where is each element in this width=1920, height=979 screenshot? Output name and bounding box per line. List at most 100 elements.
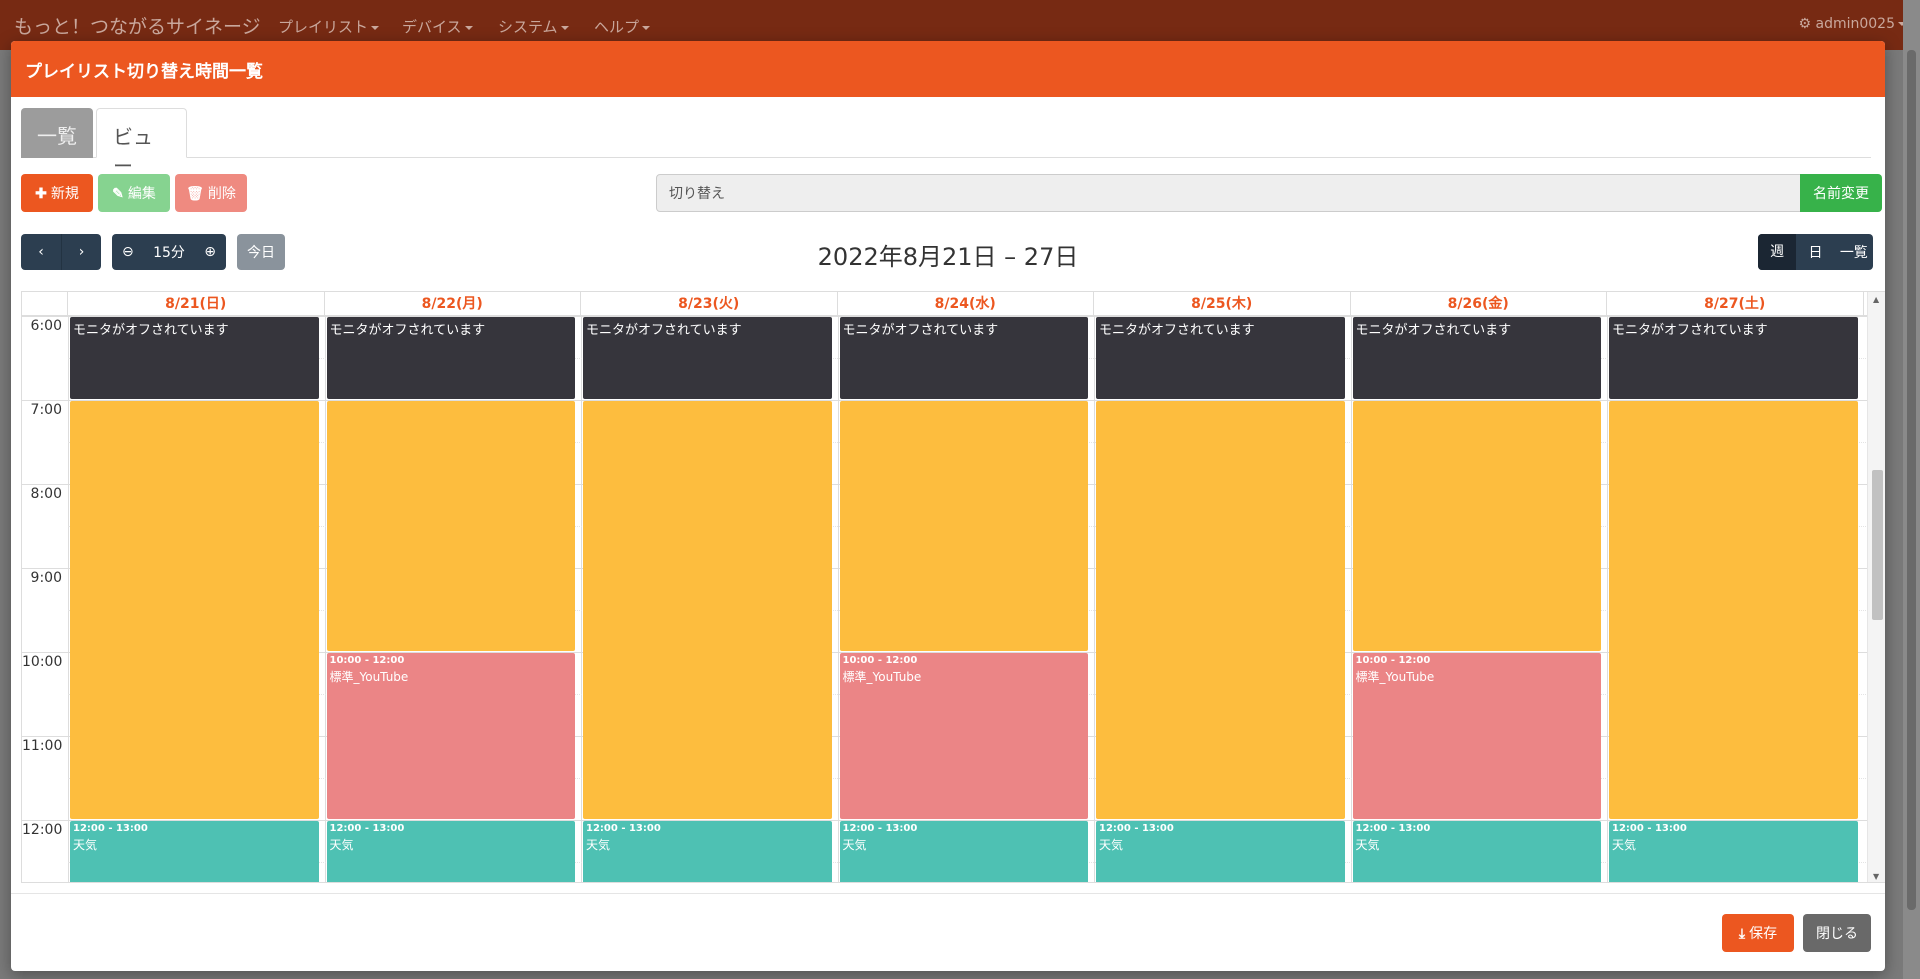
view-switcher: 週 日 一覧	[1758, 234, 1873, 270]
default-slot-event[interactable]	[583, 401, 832, 819]
tab-view[interactable]: ビュー	[96, 108, 187, 178]
day-column-line	[837, 316, 839, 882]
modal-footer-divider	[11, 893, 1885, 894]
menu-system[interactable]: システム	[498, 16, 569, 37]
event-name: 標準_YouTube	[329, 670, 409, 684]
event-time: 10:00 - 12:00	[842, 655, 918, 666]
hour-label: 12:00	[22, 822, 63, 838]
scroll-up-icon[interactable]: ▲	[1873, 295, 1880, 304]
new-button[interactable]: ✚ 新規	[21, 174, 93, 212]
event-label: モニタがオフされています	[586, 323, 742, 338]
weather-event[interactable]: 12:00 - 13:00 天気	[1352, 821, 1601, 882]
event-time: 12:00 - 13:00	[1612, 823, 1687, 834]
monitor-off-event[interactable]: モニタがオフされています	[70, 317, 319, 399]
week-calendar: 8/21(日) 8/22(月) 8/23(火) 8/24(水) 8/25(木) 8/26(…	[21, 291, 1885, 883]
chevron-left-icon: ‹	[38, 244, 44, 260]
next-week-button[interactable]: ›	[61, 234, 101, 270]
default-slot-event[interactable]	[839, 401, 1088, 651]
event-label: モニタがオフされています	[329, 323, 486, 338]
event-name: 標準_YouTube	[842, 670, 922, 684]
youtube-event[interactable]: 10:00 - 12:00 標準_YouTube	[326, 653, 575, 819]
day-header: 8/25(木)	[1094, 292, 1351, 316]
weather-event[interactable]: 12:00 - 13:00 天気	[1096, 821, 1345, 882]
day-column-line	[1350, 316, 1352, 882]
prev-week-button[interactable]: ‹	[21, 234, 61, 270]
hour-row	[22, 316, 1868, 317]
weather-event[interactable]: 12:00 - 13:00 天気	[583, 821, 832, 882]
delete-button-label: 削除	[207, 185, 236, 201]
youtube-event[interactable]: 10:00 - 12:00 標準_YouTube	[839, 653, 1088, 819]
event-name: 天気	[73, 838, 98, 852]
modal-title: プレイリスト切り替え時間一覧	[11, 41, 1885, 97]
close-button[interactable]: 閉じる	[1803, 914, 1871, 952]
calendar-scrollbar-thumb[interactable]	[1872, 470, 1883, 620]
event-time: 12:00 - 13:00	[329, 823, 405, 834]
default-slot-event[interactable]	[1352, 401, 1601, 651]
save-button-label: 保存	[1749, 925, 1778, 941]
weather-event[interactable]: 12:00 - 13:00 天気	[839, 821, 1088, 882]
rename-button[interactable]: 名前変更	[1800, 174, 1882, 212]
event-name: 天気	[842, 838, 867, 852]
calendar-corner	[22, 292, 68, 316]
weather-event[interactable]: 12:00 - 13:00 天気	[70, 821, 319, 882]
gear-icon: ⚙	[1798, 16, 1812, 32]
download-icon: ⤓	[1738, 924, 1746, 941]
calendar-title: 2022年8月21日 – 27日	[817, 243, 1079, 271]
today-button[interactable]: 今日	[237, 234, 285, 270]
event-name: 標準_YouTube	[1355, 670, 1435, 684]
default-slot-event[interactable]	[1096, 401, 1345, 819]
zoom-group: ⊖ 15分 ⊕	[112, 234, 226, 270]
view-list[interactable]: 一覧	[1839, 245, 1868, 261]
delete-button[interactable]: 🗑 削除	[175, 174, 247, 212]
calendar-scrollbar[interactable]: ▲ ▼	[1867, 292, 1885, 882]
page-scrollbar-thumb[interactable]	[1907, 50, 1916, 910]
page-scrollbar[interactable]	[1903, 0, 1920, 979]
youtube-event[interactable]: 10:00 - 12:00 標準_YouTube	[1352, 653, 1601, 819]
day-header: 8/23(火)	[581, 292, 838, 316]
tab-list[interactable]: 一覧	[21, 108, 93, 158]
menu-playlist[interactable]: プレイリスト	[278, 16, 379, 37]
hour-row	[22, 652, 1868, 653]
event-time: 10:00 - 12:00	[329, 655, 405, 666]
event-label: モニタがオフされています	[842, 323, 999, 338]
calendar-header: 8/21(日) 8/22(月) 8/23(火) 8/24(水) 8/25(木) 8/26(…	[22, 292, 1868, 316]
menu-device[interactable]: デバイス	[402, 16, 473, 37]
monitor-off-event[interactable]: モニタがオフされています	[839, 317, 1088, 399]
app-brand[interactable]: もっと！つながるサイネージ	[14, 16, 261, 38]
modal-tabs: 一覧 ビュー	[21, 108, 1871, 178]
name-input[interactable]: 切り替え	[656, 174, 1802, 212]
edit-button[interactable]: ✎ 編集	[98, 174, 170, 212]
default-slot-event[interactable]	[326, 401, 575, 651]
weather-event[interactable]: 12:00 - 13:00 天気	[1609, 821, 1858, 882]
monitor-off-event[interactable]: モニタがオフされています	[1352, 317, 1601, 399]
edit-button-label: 編集	[127, 185, 156, 201]
event-label: モニタがオフされています	[1612, 323, 1768, 338]
save-button[interactable]: ⤓ 保存	[1722, 914, 1794, 952]
default-slot-event[interactable]	[1609, 401, 1858, 819]
default-slot-event[interactable]	[70, 401, 319, 819]
day-header: 8/26(金)	[1351, 292, 1607, 316]
menu-help[interactable]: ヘルプ	[594, 16, 650, 37]
event-name: 天気	[1355, 838, 1380, 852]
hour-row	[22, 820, 1868, 821]
view-day[interactable]: 日	[1808, 245, 1823, 261]
monitor-off-event[interactable]: モニタがオフされています	[583, 317, 832, 399]
monitor-off-event[interactable]: モニタがオフされています	[1096, 317, 1345, 399]
user-menu[interactable]: ⚙ admin0025	[1798, 16, 1906, 32]
zoom-in-icon[interactable]: ⊕	[204, 244, 216, 260]
day-column-line	[324, 316, 326, 882]
scroll-down-icon[interactable]: ▼	[1873, 872, 1880, 881]
hour-label: 9:00	[30, 570, 62, 586]
hour-label: 11:00	[22, 738, 63, 754]
hour-label: 8:00	[30, 486, 62, 502]
switch-time-modal: プレイリスト切り替え時間一覧 一覧 ビュー ✚ 新規 ✎ 編集 🗑 削除 切り替え 名…	[11, 41, 1885, 971]
zoom-out-icon[interactable]: ⊖	[122, 244, 134, 260]
view-week[interactable]: 週	[1758, 234, 1797, 270]
monitor-off-event[interactable]: モニタがオフされています	[326, 317, 575, 399]
day-header: 8/24(水)	[838, 292, 1094, 316]
plus-icon: ✚	[35, 184, 47, 201]
weather-event[interactable]: 12:00 - 13:00 天気	[326, 821, 575, 882]
trash-icon: 🗑	[186, 184, 204, 201]
monitor-off-event[interactable]: モニタがオフされています	[1609, 317, 1858, 399]
event-label: モニタがオフされています	[1099, 323, 1255, 338]
